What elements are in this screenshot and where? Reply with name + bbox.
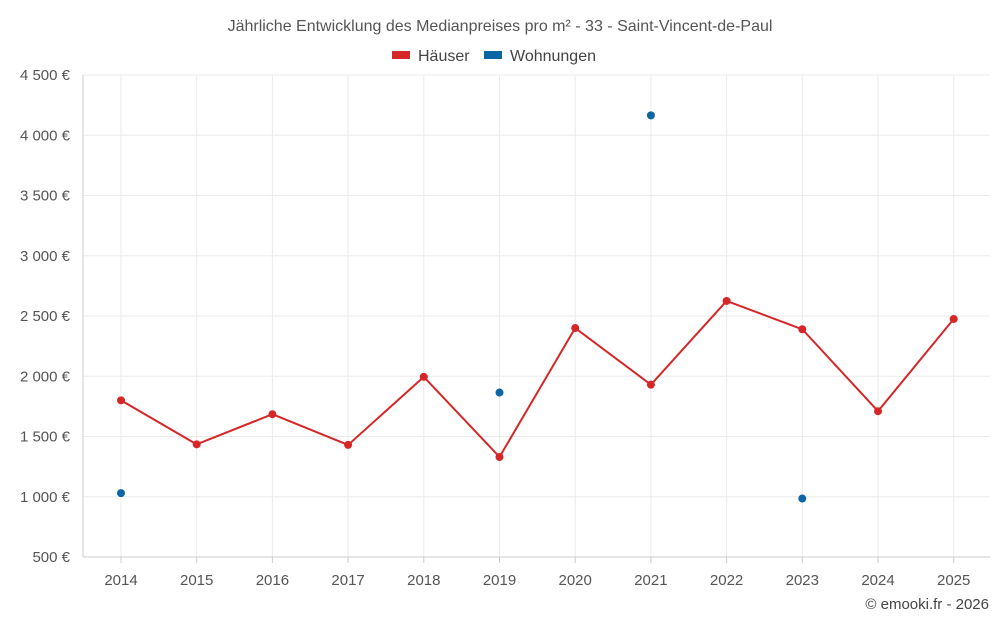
data-point-wohnungen: [798, 494, 807, 503]
legend-swatch-wohnungen: [484, 51, 502, 59]
x-tick-label: 2024: [861, 572, 894, 589]
y-tick-label: 4 000 €: [20, 127, 71, 144]
x-tick-label: 2017: [331, 572, 364, 589]
y-tick-label: 2 500 €: [20, 308, 71, 325]
x-tick-label: 2021: [634, 572, 667, 589]
data-point-haeuser: [495, 452, 504, 461]
data-point-haeuser: [192, 440, 201, 449]
data-point-haeuser: [268, 410, 277, 419]
data-point-haeuser: [571, 324, 580, 333]
legend-label-wohnungen: Wohnungen: [510, 48, 596, 65]
x-tick-label: 2020: [559, 572, 592, 589]
data-point-haeuser: [722, 296, 731, 305]
series-layer: [117, 111, 958, 503]
x-tick-label: 2023: [786, 572, 819, 589]
x-tick-label: 2014: [104, 572, 137, 589]
data-point-wohnungen: [117, 489, 125, 498]
data-point-haeuser: [874, 407, 882, 416]
x-axis-ticks: 2014 2015 2016 2017 2018 2019 2020 2021 2022 2023…: [104, 572, 970, 589]
gridlines: [82, 74, 990, 563]
y-axis-ticks: 500 € 1 000 € 1 500 € 2 000 € 2 500 € 3 000 €…: [20, 67, 71, 566]
legend: Häuser Wohnungen: [392, 48, 596, 65]
legend-label-haeuser: Häuser: [418, 48, 470, 65]
y-tick-label: 1 000 €: [20, 489, 71, 506]
y-tick-label: 2 000 €: [20, 368, 71, 385]
y-tick-label: 1 500 €: [20, 429, 71, 446]
x-tick-label: 2016: [256, 572, 289, 589]
y-tick-label: 500 €: [32, 549, 70, 566]
y-tick-label: 4 500 €: [20, 67, 71, 84]
legend-item-wohnungen[interactable]: Wohnungen: [484, 48, 596, 65]
y-tick-label: 3 500 €: [20, 188, 71, 205]
x-tick-label: 2019: [483, 572, 516, 589]
data-point-haeuser: [117, 396, 125, 405]
data-point-haeuser: [798, 325, 807, 334]
y-tick-label: 3 000 €: [20, 248, 71, 265]
x-tick-label: 2015: [180, 572, 213, 589]
legend-item-haeuser[interactable]: Häuser: [392, 48, 470, 65]
series-line-haeuser: [120, 299, 955, 458]
data-point-wohnungen: [646, 111, 655, 120]
x-tick-label: 2018: [407, 572, 440, 589]
legend-swatch-haeuser: [392, 51, 410, 59]
chart-title: Jährliche Entwicklung des Medianpreises …: [228, 18, 773, 35]
data-point-wohnungen: [495, 388, 504, 397]
data-point-haeuser: [344, 440, 353, 449]
data-point-haeuser: [419, 372, 428, 381]
data-point-haeuser: [646, 380, 655, 389]
x-tick-label: 2025: [937, 572, 970, 589]
credit-text: © emooki.fr - 2026: [865, 596, 989, 613]
data-point-haeuser: [949, 315, 958, 324]
x-tick-label: 2022: [710, 572, 743, 589]
